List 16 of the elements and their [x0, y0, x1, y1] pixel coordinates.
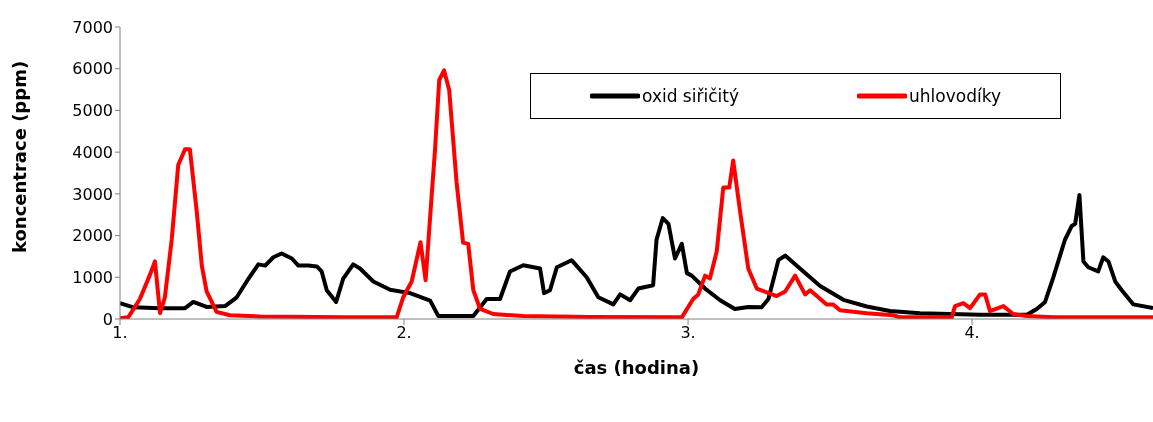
x-tick-label: 2. — [396, 323, 412, 343]
y-tick-label: 7000 — [72, 17, 113, 37]
x-tick-label: 4. — [964, 323, 980, 343]
y-axis-title: koncentrace (ppm) — [9, 60, 31, 253]
y-tick-label: 1000 — [72, 267, 113, 287]
x-tick-label: 3. — [680, 323, 696, 343]
y-tick-label: 2000 — [72, 226, 113, 246]
y-tick-label: 0 — [102, 309, 113, 329]
legend-label: uhlovodíky — [908, 86, 1001, 106]
y-tick-label: 5000 — [72, 101, 113, 121]
y-tick-label: 3000 — [72, 184, 113, 204]
x-tick-label: 1. — [112, 323, 128, 343]
legend-label: oxid siřičitý — [641, 86, 739, 106]
x-axis-title: čas (hodina) — [573, 357, 700, 378]
y-tick-label: 4000 — [72, 142, 113, 162]
y-tick-label: 6000 — [72, 59, 113, 79]
